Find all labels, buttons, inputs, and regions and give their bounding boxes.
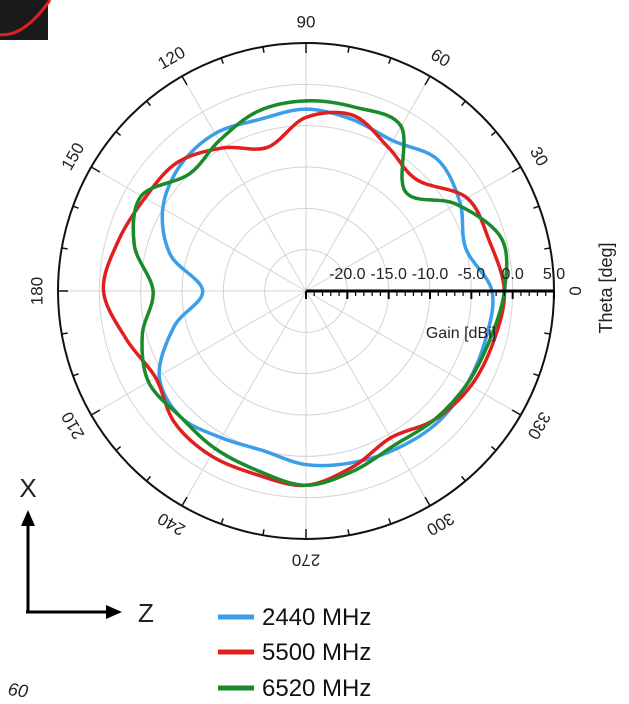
outer-tick [533, 205, 540, 209]
outer-tick [347, 46, 350, 53]
angle-tick-label: 180 [27, 277, 46, 305]
grid-spoke [181, 75, 307, 292]
angle-tick-label: 0 [566, 286, 585, 295]
angle-tick-label: 240 [154, 509, 188, 540]
radial-tick-label: -15.0 [370, 266, 407, 283]
outer-tick [388, 518, 392, 525]
angle-tick-label: 150 [58, 139, 89, 173]
series-line-5500-mhz [101, 110, 507, 488]
outer-tick [511, 166, 522, 173]
outer-tick [460, 475, 466, 482]
outer-tick [533, 373, 540, 377]
grid-spoke [90, 166, 307, 292]
grid-spoke [181, 290, 307, 507]
outer-tick [424, 496, 431, 507]
radial-tick-label: -5.0 [458, 266, 486, 283]
angle-tick-label: 270 [292, 551, 320, 570]
outer-tick [72, 205, 79, 209]
series-line-6520-mhz [131, 99, 509, 488]
angle-tick-label: 90 [297, 12, 316, 31]
outer-tick [490, 445, 497, 451]
radial-tick-label: 5.0 [543, 266, 565, 283]
angle-tick-label: 120 [154, 43, 188, 74]
gain-axis-label: Gain [dBi] [426, 325, 496, 342]
series-layer [101, 99, 509, 488]
angle-tick-label: 30 [526, 144, 552, 170]
series-line-2440-mhz [157, 107, 495, 468]
x-arrowhead-icon [21, 510, 35, 526]
legend: 2440 MHz 5500 MHz 6520 MHz [218, 604, 371, 702]
outer-tick [90, 166, 101, 173]
grid-spoke [305, 290, 522, 416]
outer-tick [90, 409, 101, 416]
radial-tick-label: -20.0 [329, 266, 366, 283]
angle-tick-label: 60 [428, 45, 454, 71]
outer-tick [61, 247, 68, 250]
outer-tick [61, 332, 68, 335]
outer-tick [490, 131, 497, 137]
radial-tick-label: 0.0 [502, 266, 524, 283]
outer-tick [181, 496, 188, 507]
outer-tick [220, 518, 224, 525]
radial-tick-label: -10.0 [412, 266, 449, 283]
outer-tick [544, 247, 551, 250]
z-arrowhead-icon [106, 605, 122, 619]
angle-tick-label: 300 [423, 509, 457, 540]
grid-spoke [305, 290, 431, 507]
z-arrow-label: Z [138, 598, 154, 628]
corner-text: 60 [7, 679, 30, 702]
legend-label-5500: 5500 MHz [262, 639, 371, 666]
radial-axis: -20.0 -15.0 -10.0 -5.0 0.0 5.0 [305, 266, 565, 299]
legend-label-6520: 6520 MHz [262, 675, 371, 702]
outer-tick [388, 57, 392, 64]
outer-tick [220, 57, 224, 64]
legend-label-2440: 2440 MHz [262, 604, 371, 631]
grid-spoke [90, 290, 307, 416]
outer-tick [460, 100, 466, 107]
outer-tick [424, 75, 431, 86]
outer-tick [347, 529, 350, 536]
theta-axis-label: Theta [deg] [596, 242, 616, 333]
outer-tick [115, 131, 122, 137]
outer-tick [146, 475, 152, 482]
outer-tick [262, 46, 265, 53]
outer-tick [146, 100, 152, 107]
grid-spoke [305, 75, 431, 292]
x-arrow-label: X [19, 473, 36, 503]
outer-tick [262, 529, 265, 536]
outer-tick [181, 75, 188, 86]
coordinate-arrows: X Z [19, 473, 154, 628]
outer-tick [115, 445, 122, 451]
outer-tick [72, 373, 79, 377]
outer-tick [544, 332, 551, 335]
grid-spoke [305, 166, 522, 292]
angle-tick-label: 210 [58, 408, 89, 442]
outer-tick [511, 409, 522, 416]
cropped-inset [0, 0, 52, 40]
angle-tick-label: 330 [524, 408, 555, 442]
